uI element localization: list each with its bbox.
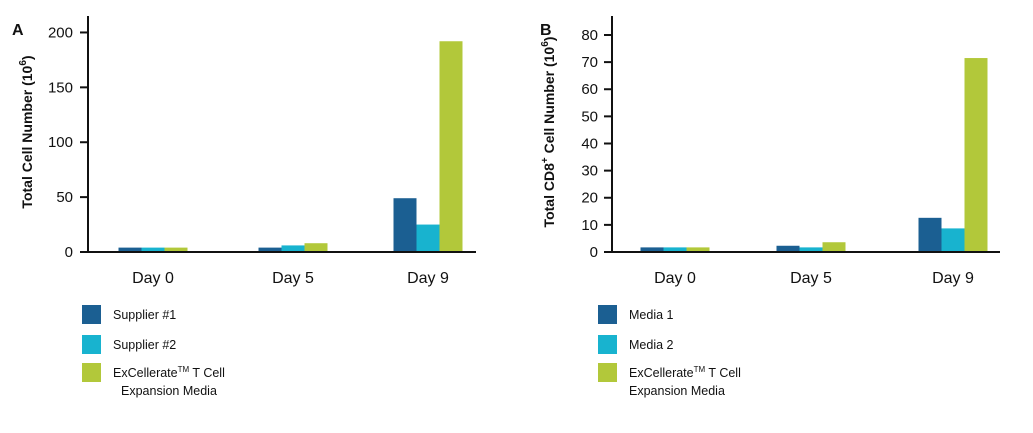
panel-letter: B	[540, 22, 552, 39]
legend-label: ExCellerateTM T Cell	[113, 365, 225, 380]
y-tick-label: 20	[581, 190, 598, 207]
y-axis-label-text: )	[541, 37, 557, 42]
y-tick-label: 10	[581, 217, 598, 234]
legend-label-line2: Expansion Media	[121, 384, 217, 398]
y-tick-label: 200	[48, 24, 73, 41]
x-tick-label: Day 9	[932, 270, 974, 287]
panel-letter: A	[12, 22, 24, 39]
chart-panel-B: B 0 10 20 30 40 50 60 70 80 Day 0 Day 5 Day 9 Total C…	[540, 16, 1000, 398]
y-axis-label: Total CD8+ Cell Number (106)	[540, 37, 557, 228]
y-tick-label: 60	[581, 81, 598, 98]
legend-label: Supplier #1	[113, 308, 176, 322]
legend-label-text: T Cell	[189, 366, 225, 380]
bar	[141, 247, 165, 252]
legend-label-text: ExCellerate	[629, 366, 694, 380]
y-tick-label: 100	[48, 134, 73, 151]
legend-label-sup: TM	[178, 365, 190, 374]
bar	[393, 198, 417, 252]
y-tick-label: 30	[581, 163, 598, 180]
y-axis-label: Total Cell Number (106)	[18, 55, 35, 208]
y-tick-label: 0	[65, 244, 73, 261]
bar	[918, 217, 942, 252]
legend: Media 1 Media 2 ExCellerateTM T Cell Expans…	[598, 305, 741, 398]
legend-label: Supplier #2	[113, 338, 176, 352]
chart-panel-A: A 0 50 100 150 200 Day 0 Day 5 Day 9 Total Cell N…	[12, 16, 476, 398]
x-tick-label: Day 5	[272, 270, 314, 287]
legend-swatch	[82, 363, 101, 382]
y-tick-label: 40	[581, 135, 598, 152]
legend-label-text: Supplier #2	[113, 338, 176, 352]
y-tick-label: 70	[581, 54, 598, 71]
y-axis-label-text: Cell Number (10	[541, 47, 557, 158]
legend-label-text: Media 1	[629, 308, 674, 322]
bar	[416, 224, 440, 252]
legend-swatch	[82, 335, 101, 354]
legend-label-text: ExCellerate	[113, 366, 178, 380]
y-tick-label: 150	[48, 79, 73, 96]
x-tick-label: Day 9	[407, 270, 449, 287]
bar	[799, 247, 823, 252]
bar	[258, 247, 282, 252]
y-axis-label-sup: 6	[18, 60, 29, 66]
bar	[640, 247, 664, 252]
bar	[776, 245, 800, 252]
bar	[663, 247, 687, 252]
bar	[281, 245, 305, 252]
y-axis-label-sup: +	[540, 157, 551, 163]
legend: Supplier #1 Supplier #2 ExCellerateTM T Ce…	[82, 305, 225, 398]
y-axis-label-text: Total CD8	[541, 163, 557, 228]
legend-swatch	[598, 335, 617, 354]
bar	[941, 228, 965, 252]
legend-label-sup: TM	[694, 365, 706, 374]
bar	[686, 247, 710, 252]
legend-label: ExCellerateTM T Cell	[629, 365, 741, 380]
legend-label-line2: Expansion Media	[629, 384, 725, 398]
bar	[964, 58, 988, 253]
y-axis-label-sup: 6	[540, 41, 551, 47]
legend-label: Media 1	[629, 308, 674, 322]
legend-swatch	[82, 305, 101, 324]
x-tick-label: Day 5	[790, 270, 832, 287]
bar	[304, 243, 328, 252]
bar	[118, 247, 142, 252]
bar	[164, 247, 188, 252]
legend-swatch	[598, 363, 617, 382]
bar	[822, 242, 846, 252]
y-axis-label-text: Total Cell Number (10	[19, 65, 35, 208]
x-tick-label: Day 0	[654, 270, 696, 287]
y-tick-label: 80	[581, 27, 598, 44]
y-tick-label: 0	[590, 244, 598, 261]
legend-label-text: T Cell	[705, 366, 741, 380]
legend-label-text: Supplier #1	[113, 308, 176, 322]
legend-label-text: Media 2	[629, 338, 674, 352]
legend-swatch	[598, 305, 617, 324]
y-tick-label: 50	[56, 189, 73, 206]
legend-label: Media 2	[629, 338, 674, 352]
x-tick-label: Day 0	[132, 270, 174, 287]
bar	[439, 41, 463, 252]
y-tick-label: 50	[581, 108, 598, 125]
y-axis-label-text: )	[19, 55, 35, 60]
